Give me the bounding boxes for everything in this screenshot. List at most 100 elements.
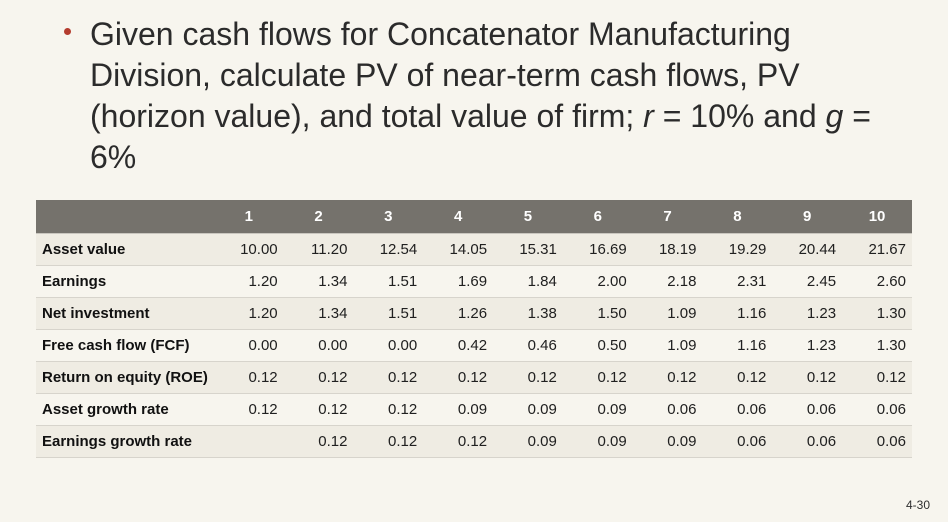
- col-header: 5: [493, 200, 563, 234]
- row-label: Net investment: [36, 298, 214, 330]
- cell: 0.12: [284, 394, 354, 426]
- cell: 1.38: [493, 298, 563, 330]
- cell: 1.20: [214, 298, 284, 330]
- cell: 1.50: [563, 298, 633, 330]
- bullet-dot-icon: [64, 28, 71, 35]
- cell: 0.06: [772, 426, 842, 458]
- cell: 0.42: [423, 330, 493, 362]
- cell: 0.12: [423, 362, 493, 394]
- cell: 2.18: [633, 266, 703, 298]
- cell: 21.67: [842, 234, 912, 266]
- cell: 0.12: [353, 362, 423, 394]
- cell: 20.44: [772, 234, 842, 266]
- cell: 1.34: [284, 298, 354, 330]
- cell: 0.12: [214, 394, 284, 426]
- col-header: 9: [772, 200, 842, 234]
- table-row: Free cash flow (FCF)0.000.000.000.420.46…: [36, 330, 912, 362]
- cell: 1.20: [214, 266, 284, 298]
- cell: 0.06: [633, 394, 703, 426]
- cell: 0.06: [842, 394, 912, 426]
- row-label: Free cash flow (FCF): [36, 330, 214, 362]
- row-label: Earnings growth rate: [36, 426, 214, 458]
- data-table-wrap: 1 2 3 4 5 6 7 8 9 10 Asset value10.0011.…: [36, 200, 912, 458]
- cell: 0.12: [353, 394, 423, 426]
- table-row: Asset growth rate0.120.120.120.090.090.0…: [36, 394, 912, 426]
- cell: 0.00: [214, 330, 284, 362]
- cell: 0.12: [284, 362, 354, 394]
- table-body: Asset value10.0011.2012.5414.0515.3116.6…: [36, 234, 912, 458]
- cell: 0.09: [563, 394, 633, 426]
- cell: 0.06: [772, 394, 842, 426]
- cell: 1.30: [842, 298, 912, 330]
- cell: 1.51: [353, 298, 423, 330]
- cell: 0.09: [633, 426, 703, 458]
- table-row: Return on equity (ROE)0.120.120.120.120.…: [36, 362, 912, 394]
- cell: 0.46: [493, 330, 563, 362]
- cell: 0.09: [423, 394, 493, 426]
- table-row: Earnings1.201.341.511.691.842.002.182.31…: [36, 266, 912, 298]
- cell: 2.60: [842, 266, 912, 298]
- cell: 11.20: [284, 234, 354, 266]
- bullet-block: Given cash flows for Concatenator Manufa…: [90, 14, 888, 178]
- table-row: Earnings growth rate0.120.120.120.090.09…: [36, 426, 912, 458]
- page-number: 4-30: [906, 498, 930, 512]
- cell: 0.09: [563, 426, 633, 458]
- cell: 2.45: [772, 266, 842, 298]
- cell: 0.12: [633, 362, 703, 394]
- cell: 1.51: [353, 266, 423, 298]
- cell: 1.09: [633, 330, 703, 362]
- cell: 19.29: [703, 234, 773, 266]
- cell: 1.69: [423, 266, 493, 298]
- cell: 0.00: [353, 330, 423, 362]
- cell: 0.06: [703, 394, 773, 426]
- cell: 2.31: [703, 266, 773, 298]
- cell: 15.31: [493, 234, 563, 266]
- cell: 0.12: [563, 362, 633, 394]
- cell: 1.30: [842, 330, 912, 362]
- cell: 0.50: [563, 330, 633, 362]
- cell: 1.23: [772, 330, 842, 362]
- cell: 0.12: [493, 362, 563, 394]
- col-header: 10: [842, 200, 912, 234]
- cell: 1.23: [772, 298, 842, 330]
- cell: 1.34: [284, 266, 354, 298]
- cell: 0.12: [842, 362, 912, 394]
- cell: 1.16: [703, 298, 773, 330]
- cell: 0.12: [214, 362, 284, 394]
- col-header: 8: [703, 200, 773, 234]
- cell: 18.19: [633, 234, 703, 266]
- slide: Given cash flows for Concatenator Manufa…: [0, 0, 948, 522]
- cell: 0.12: [284, 426, 354, 458]
- cell: 0.12: [703, 362, 773, 394]
- bullet-r-eq: = 10% and: [654, 98, 826, 134]
- cell: 1.84: [493, 266, 563, 298]
- col-header: 2: [284, 200, 354, 234]
- col-header: 6: [563, 200, 633, 234]
- col-header: 4: [423, 200, 493, 234]
- col-header: 7: [633, 200, 703, 234]
- data-table: 1 2 3 4 5 6 7 8 9 10 Asset value10.0011.…: [36, 200, 912, 458]
- row-label: Asset growth rate: [36, 394, 214, 426]
- cell: 12.54: [353, 234, 423, 266]
- cell: 10.00: [214, 234, 284, 266]
- cell: 14.05: [423, 234, 493, 266]
- cell: 1.09: [633, 298, 703, 330]
- cell: 0.06: [703, 426, 773, 458]
- row-label: Earnings: [36, 266, 214, 298]
- table-head: 1 2 3 4 5 6 7 8 9 10: [36, 200, 912, 234]
- bullet-r-symbol: r: [643, 98, 654, 134]
- cell: 0.09: [493, 426, 563, 458]
- cell: 0.06: [842, 426, 912, 458]
- col-header: 3: [353, 200, 423, 234]
- cell: 1.26: [423, 298, 493, 330]
- cell: 2.00: [563, 266, 633, 298]
- bullet-g-symbol: g: [826, 98, 844, 134]
- cell: [214, 426, 284, 458]
- cell: 0.09: [493, 394, 563, 426]
- table-row: Asset value10.0011.2012.5414.0515.3116.6…: [36, 234, 912, 266]
- row-label: Asset value: [36, 234, 214, 266]
- cell: 0.12: [353, 426, 423, 458]
- col-header: 1: [214, 200, 284, 234]
- cell: 0.12: [423, 426, 493, 458]
- table-row: Net investment1.201.341.511.261.381.501.…: [36, 298, 912, 330]
